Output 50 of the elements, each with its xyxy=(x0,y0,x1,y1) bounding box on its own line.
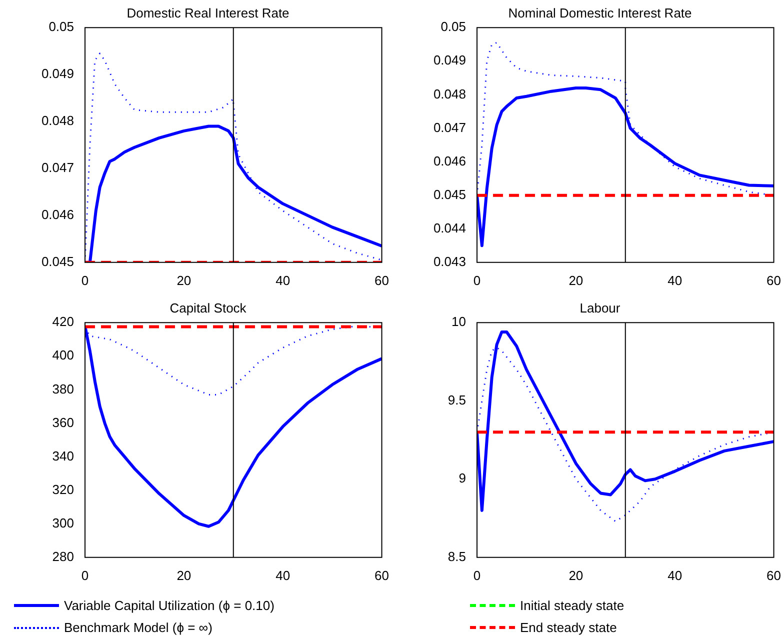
x-tick-label: 20 xyxy=(176,568,192,583)
y-tick-label: 0.047 xyxy=(433,120,466,135)
y-tick-label: 0.048 xyxy=(41,113,74,128)
y-tick-label: 0.047 xyxy=(41,160,74,176)
y-tick-label: 0.046 xyxy=(41,207,74,222)
y-tick-label: 0.044 xyxy=(433,220,466,236)
legend-label: Benchmark Model (ϕ = ∞) xyxy=(64,620,212,635)
y-tick-label: 0.046 xyxy=(433,153,466,168)
chart-title: Domestic Real Interest Rate xyxy=(126,5,290,20)
x-tick-label: 60 xyxy=(766,272,782,288)
y-tick-label: 320 xyxy=(52,482,74,497)
y-tick-label: 0.05 xyxy=(440,19,466,34)
x-tick-label: 0 xyxy=(81,568,89,583)
y-tick-label: 0.048 xyxy=(433,86,466,102)
legend-label: Variable Capital Utilization (ϕ = 0.10) xyxy=(64,598,274,613)
y-tick-label: 0.049 xyxy=(41,66,74,82)
chart-title: Capital Stock xyxy=(170,300,247,316)
y-tick-label: 10 xyxy=(452,314,466,330)
x-tick-label: 20 xyxy=(568,568,584,583)
y-tick-label: 0.043 xyxy=(433,254,466,269)
x-tick-label: 40 xyxy=(276,568,290,583)
y-tick-label: 280 xyxy=(52,548,74,564)
y-tick-label: 420 xyxy=(52,314,74,330)
x-tick-label: 20 xyxy=(176,272,192,288)
y-tick-label: 300 xyxy=(52,515,74,530)
x-tick-label: 60 xyxy=(766,568,782,583)
y-tick-label: 9.5 xyxy=(448,392,466,408)
chart-title: Labour xyxy=(580,300,621,316)
x-tick-label: 0 xyxy=(473,568,481,583)
y-tick-label: 9 xyxy=(458,470,466,486)
legend-label: End steady state xyxy=(520,620,617,635)
y-tick-label: 0.045 xyxy=(41,254,74,269)
x-tick-label: 60 xyxy=(374,272,390,288)
y-tick-label: 0.045 xyxy=(433,186,466,202)
y-tick-label: 360 xyxy=(52,414,74,430)
x-tick-label: 0 xyxy=(473,272,481,288)
x-tick-label: 40 xyxy=(668,272,682,288)
y-tick-label: 380 xyxy=(52,381,74,396)
y-tick-label: 8.5 xyxy=(448,548,466,564)
y-tick-label: 0.05 xyxy=(48,19,74,34)
x-tick-label: 60 xyxy=(374,568,390,583)
x-tick-label: 40 xyxy=(668,568,682,583)
y-tick-label: 340 xyxy=(52,448,74,464)
legend-label: Initial steady state xyxy=(520,598,624,613)
x-tick-label: 0 xyxy=(81,272,89,288)
x-tick-label: 20 xyxy=(568,272,584,288)
chart-title: Nominal Domestic Interest Rate xyxy=(508,5,692,20)
x-tick-label: 40 xyxy=(276,272,290,288)
y-tick-label: 400 xyxy=(52,348,74,363)
y-tick-label: 0.049 xyxy=(433,52,466,68)
